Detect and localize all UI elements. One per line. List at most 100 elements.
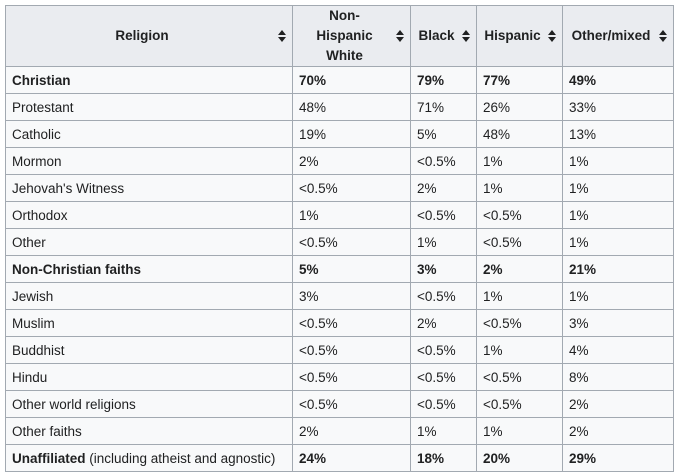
- table-row: Catholic 19% 5% 48% 13%: [5, 120, 674, 148]
- percentage-cell-other: 3%: [562, 309, 674, 337]
- percentage-cell-black: <0.5%: [410, 282, 477, 310]
- percentage-cell-black: 1%: [410, 417, 477, 445]
- percentage-cell-black: <0.5%: [410, 201, 477, 229]
- table-body: Christian 70% 79% 77% 49% Protestant 48% 71% 26%…: [5, 66, 674, 472]
- percentage-cell-white: 5%: [292, 255, 411, 283]
- percentage-cell-white: <0.5%: [292, 174, 411, 202]
- percentage-cell-hispanic: 2%: [476, 255, 563, 283]
- sort-up-down-icon[interactable]: [548, 30, 556, 42]
- table-row: Mormon 2% <0.5% 1% 1%: [5, 147, 674, 175]
- percentage-cell-white: <0.5%: [292, 228, 411, 256]
- percentage-cell-white: <0.5%: [292, 309, 411, 337]
- percentage-cell-white: 24%: [292, 444, 411, 472]
- percentage-cell-white: 70%: [292, 66, 411, 94]
- table-row: Non-Christian faiths 5% 3% 2% 21%: [5, 255, 674, 283]
- column-header-religion[interactable]: Religion: [5, 5, 293, 67]
- religion-name: Other: [12, 234, 46, 250]
- sort-up-down-icon[interactable]: [462, 30, 470, 42]
- percentage-cell-other: 1%: [562, 282, 674, 310]
- religion-name: Protestant: [12, 99, 74, 115]
- religion-cell: Mormon: [5, 147, 293, 175]
- percentage-cell-black: <0.5%: [410, 336, 477, 364]
- religion-cell: Other faiths: [5, 417, 293, 445]
- percentage-cell-other: 1%: [562, 147, 674, 175]
- table-row: Other <0.5% 1% <0.5% 1%: [5, 228, 674, 256]
- percentage-cell-other: 1%: [562, 228, 674, 256]
- column-header-label: Hispanic: [484, 28, 541, 43]
- column-header-non-hispanic-white[interactable]: Non-Hispanic White: [292, 5, 411, 67]
- percentage-cell-hispanic: <0.5%: [476, 201, 563, 229]
- sort-up-down-icon[interactable]: [659, 30, 667, 42]
- religion-name: Other faiths: [12, 423, 82, 439]
- religion-name: Other world religions: [12, 396, 136, 412]
- religion-cell: Unaffiliated (including atheist and agno…: [5, 444, 293, 472]
- percentage-cell-hispanic: <0.5%: [476, 228, 563, 256]
- percentage-cell-hispanic: 20%: [476, 444, 563, 472]
- religion-cell: Catholic: [5, 120, 293, 148]
- percentage-cell-other: 2%: [562, 390, 674, 418]
- percentage-cell-white: 2%: [292, 147, 411, 175]
- table-row: Buddhist <0.5% <0.5% 1% 4%: [5, 336, 674, 364]
- percentage-cell-black: <0.5%: [410, 390, 477, 418]
- percentage-cell-hispanic: 1%: [476, 336, 563, 364]
- table-row: Unaffiliated (including atheist and agno…: [5, 444, 674, 472]
- religion-name: Non-Christian faiths: [12, 261, 142, 277]
- percentage-cell-hispanic: 1%: [476, 174, 563, 202]
- table-row: Jehovah's Witness <0.5% 2% 1% 1%: [5, 174, 674, 202]
- column-header-hispanic[interactable]: Hispanic: [476, 5, 563, 67]
- religion-note: (including atheist and agnostic): [85, 450, 276, 466]
- percentage-cell-black: 71%: [410, 93, 477, 121]
- religion-cell: Orthodox: [5, 201, 293, 229]
- religion-cell: Jewish: [5, 282, 293, 310]
- religion-cell: Muslim: [5, 309, 293, 337]
- percentage-cell-other: 8%: [562, 363, 674, 391]
- table-row: Protestant 48% 71% 26% 33%: [5, 93, 674, 121]
- column-header-label: Other/mixed: [571, 28, 651, 43]
- religion-cell: Other world religions: [5, 390, 293, 418]
- table-row: Hindu <0.5% <0.5% <0.5% 8%: [5, 363, 674, 391]
- percentage-cell-black: 2%: [410, 174, 477, 202]
- percentage-cell-other: 33%: [562, 93, 674, 121]
- table-row: Other world religions <0.5% <0.5% <0.5% 2%: [5, 390, 674, 418]
- percentage-cell-hispanic: <0.5%: [476, 363, 563, 391]
- religion-cell: Protestant: [5, 93, 293, 121]
- religion-cell: Buddhist: [5, 336, 293, 364]
- percentage-cell-white: 3%: [292, 282, 411, 310]
- percentage-cell-white: 1%: [292, 201, 411, 229]
- column-header-label: Black: [418, 28, 455, 43]
- percentage-cell-hispanic: 1%: [476, 282, 563, 310]
- religion-by-race-table: Religion Non-Hispanic White Black: [5, 5, 674, 472]
- percentage-cell-other: 4%: [562, 336, 674, 364]
- sort-up-down-icon[interactable]: [396, 30, 404, 42]
- percentage-cell-black: <0.5%: [410, 363, 477, 391]
- percentage-cell-other: 1%: [562, 201, 674, 229]
- column-header-label: Non-Hispanic White: [316, 8, 373, 63]
- religion-name: Jehovah's Witness: [12, 180, 125, 196]
- percentage-cell-black: 79%: [410, 66, 477, 94]
- percentage-cell-other: 13%: [562, 120, 674, 148]
- percentage-cell-black: 2%: [410, 309, 477, 337]
- religion-cell: Other: [5, 228, 293, 256]
- percentage-cell-hispanic: <0.5%: [476, 390, 563, 418]
- religion-name: Christian: [12, 72, 71, 88]
- percentage-cell-white: 19%: [292, 120, 411, 148]
- sort-up-down-icon[interactable]: [278, 30, 286, 42]
- religion-table-container: Religion Non-Hispanic White Black: [5, 5, 674, 472]
- percentage-cell-other: 2%: [562, 417, 674, 445]
- percentage-cell-hispanic: 1%: [476, 147, 563, 175]
- percentage-cell-other: 29%: [562, 444, 674, 472]
- table-header-row: Religion Non-Hispanic White Black: [5, 5, 674, 67]
- column-header-other-mixed[interactable]: Other/mixed: [562, 5, 674, 67]
- percentage-cell-hispanic: <0.5%: [476, 309, 563, 337]
- percentage-cell-white: <0.5%: [292, 390, 411, 418]
- religion-name: Orthodox: [12, 207, 68, 223]
- percentage-cell-white: 2%: [292, 417, 411, 445]
- percentage-cell-white: <0.5%: [292, 363, 411, 391]
- table-row: Muslim <0.5% 2% <0.5% 3%: [5, 309, 674, 337]
- table-row: Jewish 3% <0.5% 1% 1%: [5, 282, 674, 310]
- column-header-black[interactable]: Black: [410, 5, 477, 67]
- table-row: Other faiths 2% 1% 1% 2%: [5, 417, 674, 445]
- percentage-cell-black: <0.5%: [410, 147, 477, 175]
- percentage-cell-black: 18%: [410, 444, 477, 472]
- column-header-label: Religion: [115, 28, 169, 43]
